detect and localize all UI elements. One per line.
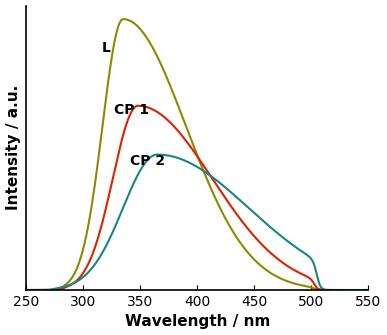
- Y-axis label: Intensity / a.u.: Intensity / a.u.: [5, 85, 21, 210]
- X-axis label: Wavelength / nm: Wavelength / nm: [125, 315, 270, 329]
- Text: L: L: [101, 41, 110, 55]
- Text: CP 1: CP 1: [114, 103, 149, 117]
- Text: CP 2: CP 2: [130, 154, 165, 169]
